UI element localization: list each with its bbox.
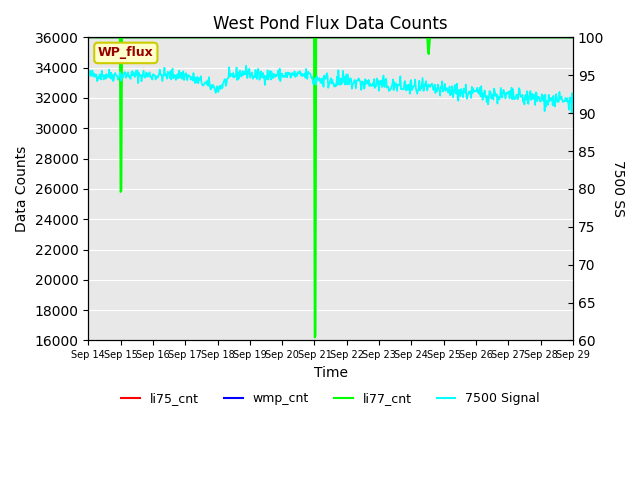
- Text: WP_flux: WP_flux: [98, 47, 154, 60]
- Y-axis label: Data Counts: Data Counts: [15, 146, 29, 232]
- Title: West Pond Flux Data Counts: West Pond Flux Data Counts: [213, 15, 448, 33]
- X-axis label: Time: Time: [314, 366, 348, 380]
- Legend: li75_cnt, wmp_cnt, li77_cnt, 7500 Signal: li75_cnt, wmp_cnt, li77_cnt, 7500 Signal: [116, 387, 545, 410]
- Y-axis label: 7500 SS: 7500 SS: [611, 160, 625, 217]
